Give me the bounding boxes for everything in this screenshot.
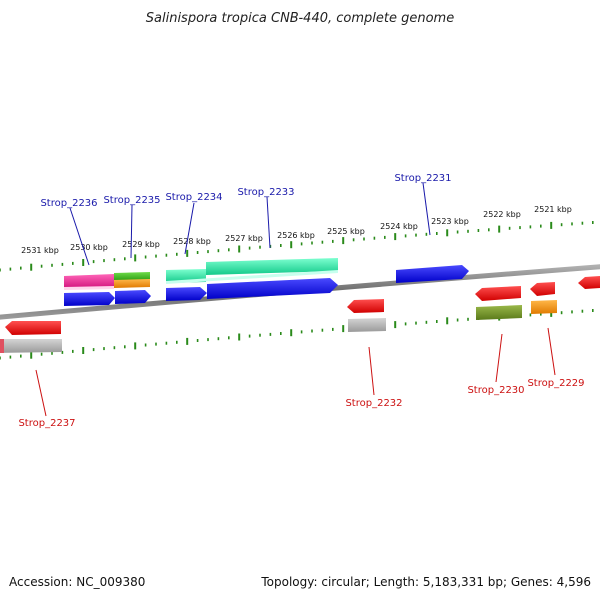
leader-strop-2235 bbox=[130, 204, 133, 259]
ruler-label-2525: 2525 kbp bbox=[327, 227, 365, 236]
ruler-label-2529: 2529 kbp bbox=[122, 240, 160, 249]
gene-label-strop-2234[interactable]: Strop_2234 bbox=[165, 192, 222, 203]
lower-inner-features bbox=[5, 276, 600, 335]
feature-gray-2237[interactable] bbox=[0, 339, 62, 353]
gene-arrow-strop-2231[interactable] bbox=[396, 265, 469, 283]
gene-label-strop-2229[interactable]: Strop_2229 bbox=[527, 378, 584, 389]
feature-shadow bbox=[166, 270, 338, 284]
gene-arrow-strop-2229[interactable] bbox=[530, 282, 555, 296]
leader-strop-2232 bbox=[368, 346, 375, 396]
gene-arrow-strop-2233[interactable] bbox=[207, 278, 338, 299]
topology-text: Topology: circular; Length: 5,183,331 bp… bbox=[260, 575, 591, 589]
gene-arrow-edge[interactable] bbox=[578, 276, 600, 289]
feature-orange-2235[interactable] bbox=[114, 279, 150, 288]
upper-ruler-ticks bbox=[0, 221, 594, 272]
gene-label-strop-2236[interactable]: Strop_2236 bbox=[40, 198, 97, 209]
gene-label-strop-2235[interactable]: Strop_2235 bbox=[103, 195, 160, 206]
upper-outer-features bbox=[64, 258, 338, 290]
leader-strop-2236 bbox=[69, 207, 90, 266]
feature-green-2235[interactable] bbox=[114, 272, 150, 281]
feature-gray-2232[interactable] bbox=[348, 318, 386, 332]
lower-outer-features bbox=[0, 300, 557, 353]
gene-arrow-strop-2232[interactable] bbox=[347, 299, 384, 313]
ruler-label-2530: 2530 kbp bbox=[70, 243, 108, 252]
ruler-label-2531: 2531 kbp bbox=[21, 246, 59, 255]
upper-label-leaders bbox=[69, 182, 431, 266]
gene-arrow-strop-2230[interactable] bbox=[475, 286, 521, 301]
ruler-label-2528: 2528 kbp bbox=[173, 237, 211, 246]
feature-magenta-2236[interactable] bbox=[64, 274, 114, 289]
ruler-label-2524: 2524 kbp bbox=[380, 222, 418, 231]
leader-strop-2230 bbox=[495, 333, 503, 383]
ruler-label-2526: 2526 kbp bbox=[277, 231, 315, 240]
gene-arrow-strop-2234[interactable] bbox=[166, 287, 207, 301]
gene-label-strop-2237[interactable]: Strop_2237 bbox=[18, 418, 75, 429]
lower-label-leaders bbox=[35, 327, 556, 417]
gene-label-strop-2232[interactable]: Strop_2232 bbox=[345, 398, 402, 409]
ruler-label-2527: 2527 kbp bbox=[225, 234, 263, 243]
upper-inner-features bbox=[64, 265, 469, 306]
map-title: Salinispora tropica CNB-440, complete ge… bbox=[146, 11, 454, 26]
gene-label-strop-2231[interactable]: Strop_2231 bbox=[394, 173, 451, 184]
feature-partial[interactable] bbox=[0, 339, 4, 353]
ruler-label-2522: 2522 kbp bbox=[483, 210, 521, 219]
leader-strop-2237 bbox=[35, 369, 47, 417]
gene-label-strop-2230[interactable]: Strop_2230 bbox=[467, 385, 524, 396]
lower-gene-labels: Strop_2237 Strop_2232 Strop_2230 Strop_2… bbox=[18, 378, 584, 429]
leader-strop-2231 bbox=[422, 182, 431, 236]
ruler-labels: 2531 kbp 2530 kbp 2529 kbp 2528 kbp 2527… bbox=[21, 205, 572, 255]
ruler-label-2521: 2521 kbp bbox=[534, 205, 572, 214]
leader-strop-2233 bbox=[266, 196, 271, 249]
feature-olive-2230[interactable] bbox=[476, 305, 522, 320]
gene-arrow-strop-2236[interactable] bbox=[64, 292, 115, 306]
feature-teal-2233[interactable] bbox=[206, 258, 338, 275]
leader-strop-2229 bbox=[547, 327, 556, 376]
upper-gene-labels: Strop_2236 Strop_2235 Strop_2234 Strop_2… bbox=[40, 173, 451, 209]
accession-text: Accession: NC_009380 bbox=[9, 575, 145, 589]
gene-arrow-strop-2235[interactable] bbox=[115, 290, 151, 304]
feature-orange-2229[interactable] bbox=[531, 300, 557, 314]
feature-shadow bbox=[64, 286, 114, 290]
gene-label-strop-2233[interactable]: Strop_2233 bbox=[237, 187, 294, 198]
gene-arrow-strop-2237[interactable] bbox=[5, 321, 61, 335]
ruler-label-2523: 2523 kbp bbox=[431, 217, 469, 226]
leader-strop-2234 bbox=[184, 202, 195, 255]
